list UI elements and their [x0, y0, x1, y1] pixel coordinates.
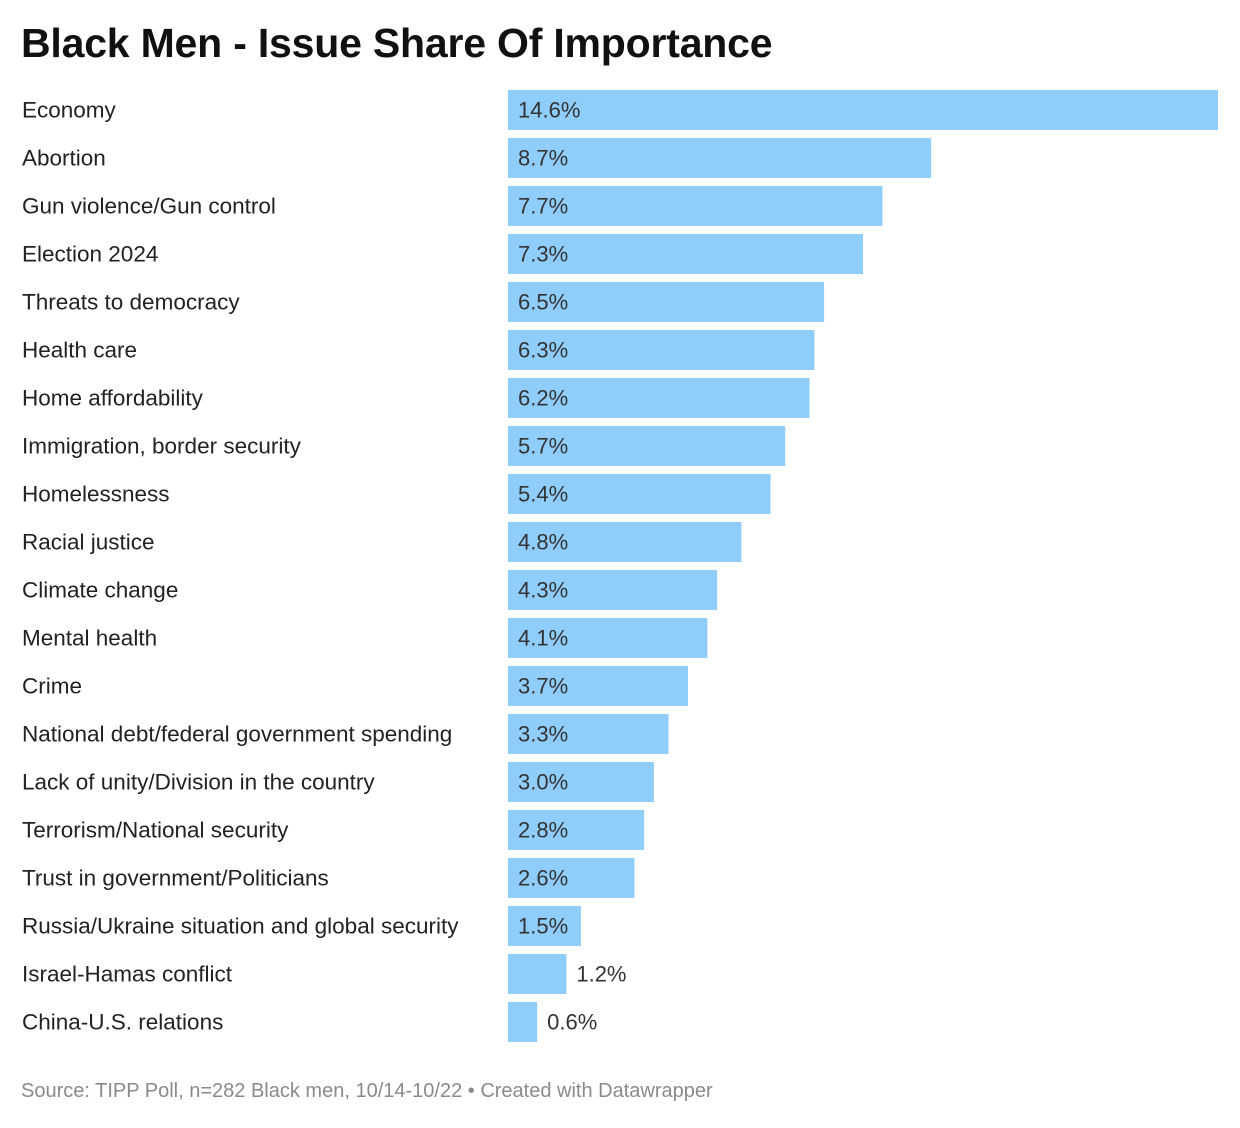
category-label: Threats to democracy	[22, 290, 240, 315]
category-label: Economy	[22, 98, 117, 123]
value-label: 2.6%	[518, 866, 568, 891]
bar	[508, 810, 645, 850]
bar	[508, 858, 635, 898]
category-label: Gun violence/Gun control	[22, 194, 276, 219]
category-label: Home affordability	[22, 386, 204, 411]
bar	[508, 666, 688, 706]
category-label: Racial justice	[22, 530, 155, 555]
bar	[508, 1002, 538, 1042]
bar	[508, 234, 863, 274]
value-label: 1.5%	[518, 914, 568, 939]
value-label: 8.7%	[518, 146, 568, 171]
value-label: 3.7%	[518, 674, 568, 699]
category-label: Lack of unity/Division in the country	[22, 770, 375, 795]
value-label: 4.1%	[518, 626, 568, 651]
chart-title: Black Men - Issue Share Of Importance	[21, 20, 773, 66]
category-label: China-U.S. relations	[22, 1010, 223, 1035]
bar	[508, 186, 883, 226]
bar	[508, 714, 669, 754]
value-label: 4.8%	[518, 530, 568, 555]
value-label: 2.8%	[518, 818, 568, 843]
category-label: Trust in government/Politicians	[22, 866, 329, 891]
bar	[508, 474, 771, 514]
bar	[508, 570, 718, 610]
bar	[508, 906, 581, 946]
bar	[508, 426, 786, 466]
category-label: Climate change	[22, 578, 178, 603]
value-label: 4.3%	[518, 578, 568, 603]
bar	[508, 378, 810, 418]
source-footer: Source: TIPP Poll, n=282 Black men, 10/1…	[21, 1080, 713, 1102]
category-label: Health care	[22, 338, 137, 363]
bar	[508, 90, 1218, 130]
value-label: 3.3%	[518, 722, 568, 747]
value-label: 7.3%	[518, 242, 568, 267]
bar	[508, 618, 708, 658]
category-label: National debt/federal government spendin…	[22, 722, 452, 747]
category-label: Election 2024	[22, 242, 158, 267]
value-label: 3.0%	[518, 770, 568, 795]
category-label: Israel-Hamas conflict	[22, 962, 233, 987]
value-label: 0.6%	[547, 1010, 597, 1035]
category-label: Terrorism/National security	[22, 818, 289, 843]
value-label: 7.7%	[518, 194, 568, 219]
value-label: 6.2%	[518, 386, 568, 411]
category-label: Homelessness	[22, 482, 170, 507]
bar	[508, 762, 654, 802]
bar	[508, 954, 567, 994]
value-label: 14.6%	[518, 98, 580, 123]
category-label: Russia/Ukraine situation and global secu…	[22, 914, 459, 939]
value-label: 6.5%	[518, 290, 568, 315]
bar	[508, 138, 932, 178]
value-label: 5.4%	[518, 482, 568, 507]
category-label: Crime	[22, 674, 82, 699]
value-label: 1.2%	[576, 962, 626, 987]
bar	[508, 522, 742, 562]
bar	[508, 330, 815, 370]
bar	[508, 282, 825, 322]
category-label: Immigration, border security	[22, 434, 302, 459]
category-label: Mental health	[22, 626, 157, 651]
bar-chart: Economy 14.6% Abortion 8.7% Gun violence/Gun…	[22, 90, 1218, 1042]
category-label: Abortion	[22, 146, 106, 171]
value-label: 6.3%	[518, 338, 568, 363]
value-label: 5.7%	[518, 434, 568, 459]
